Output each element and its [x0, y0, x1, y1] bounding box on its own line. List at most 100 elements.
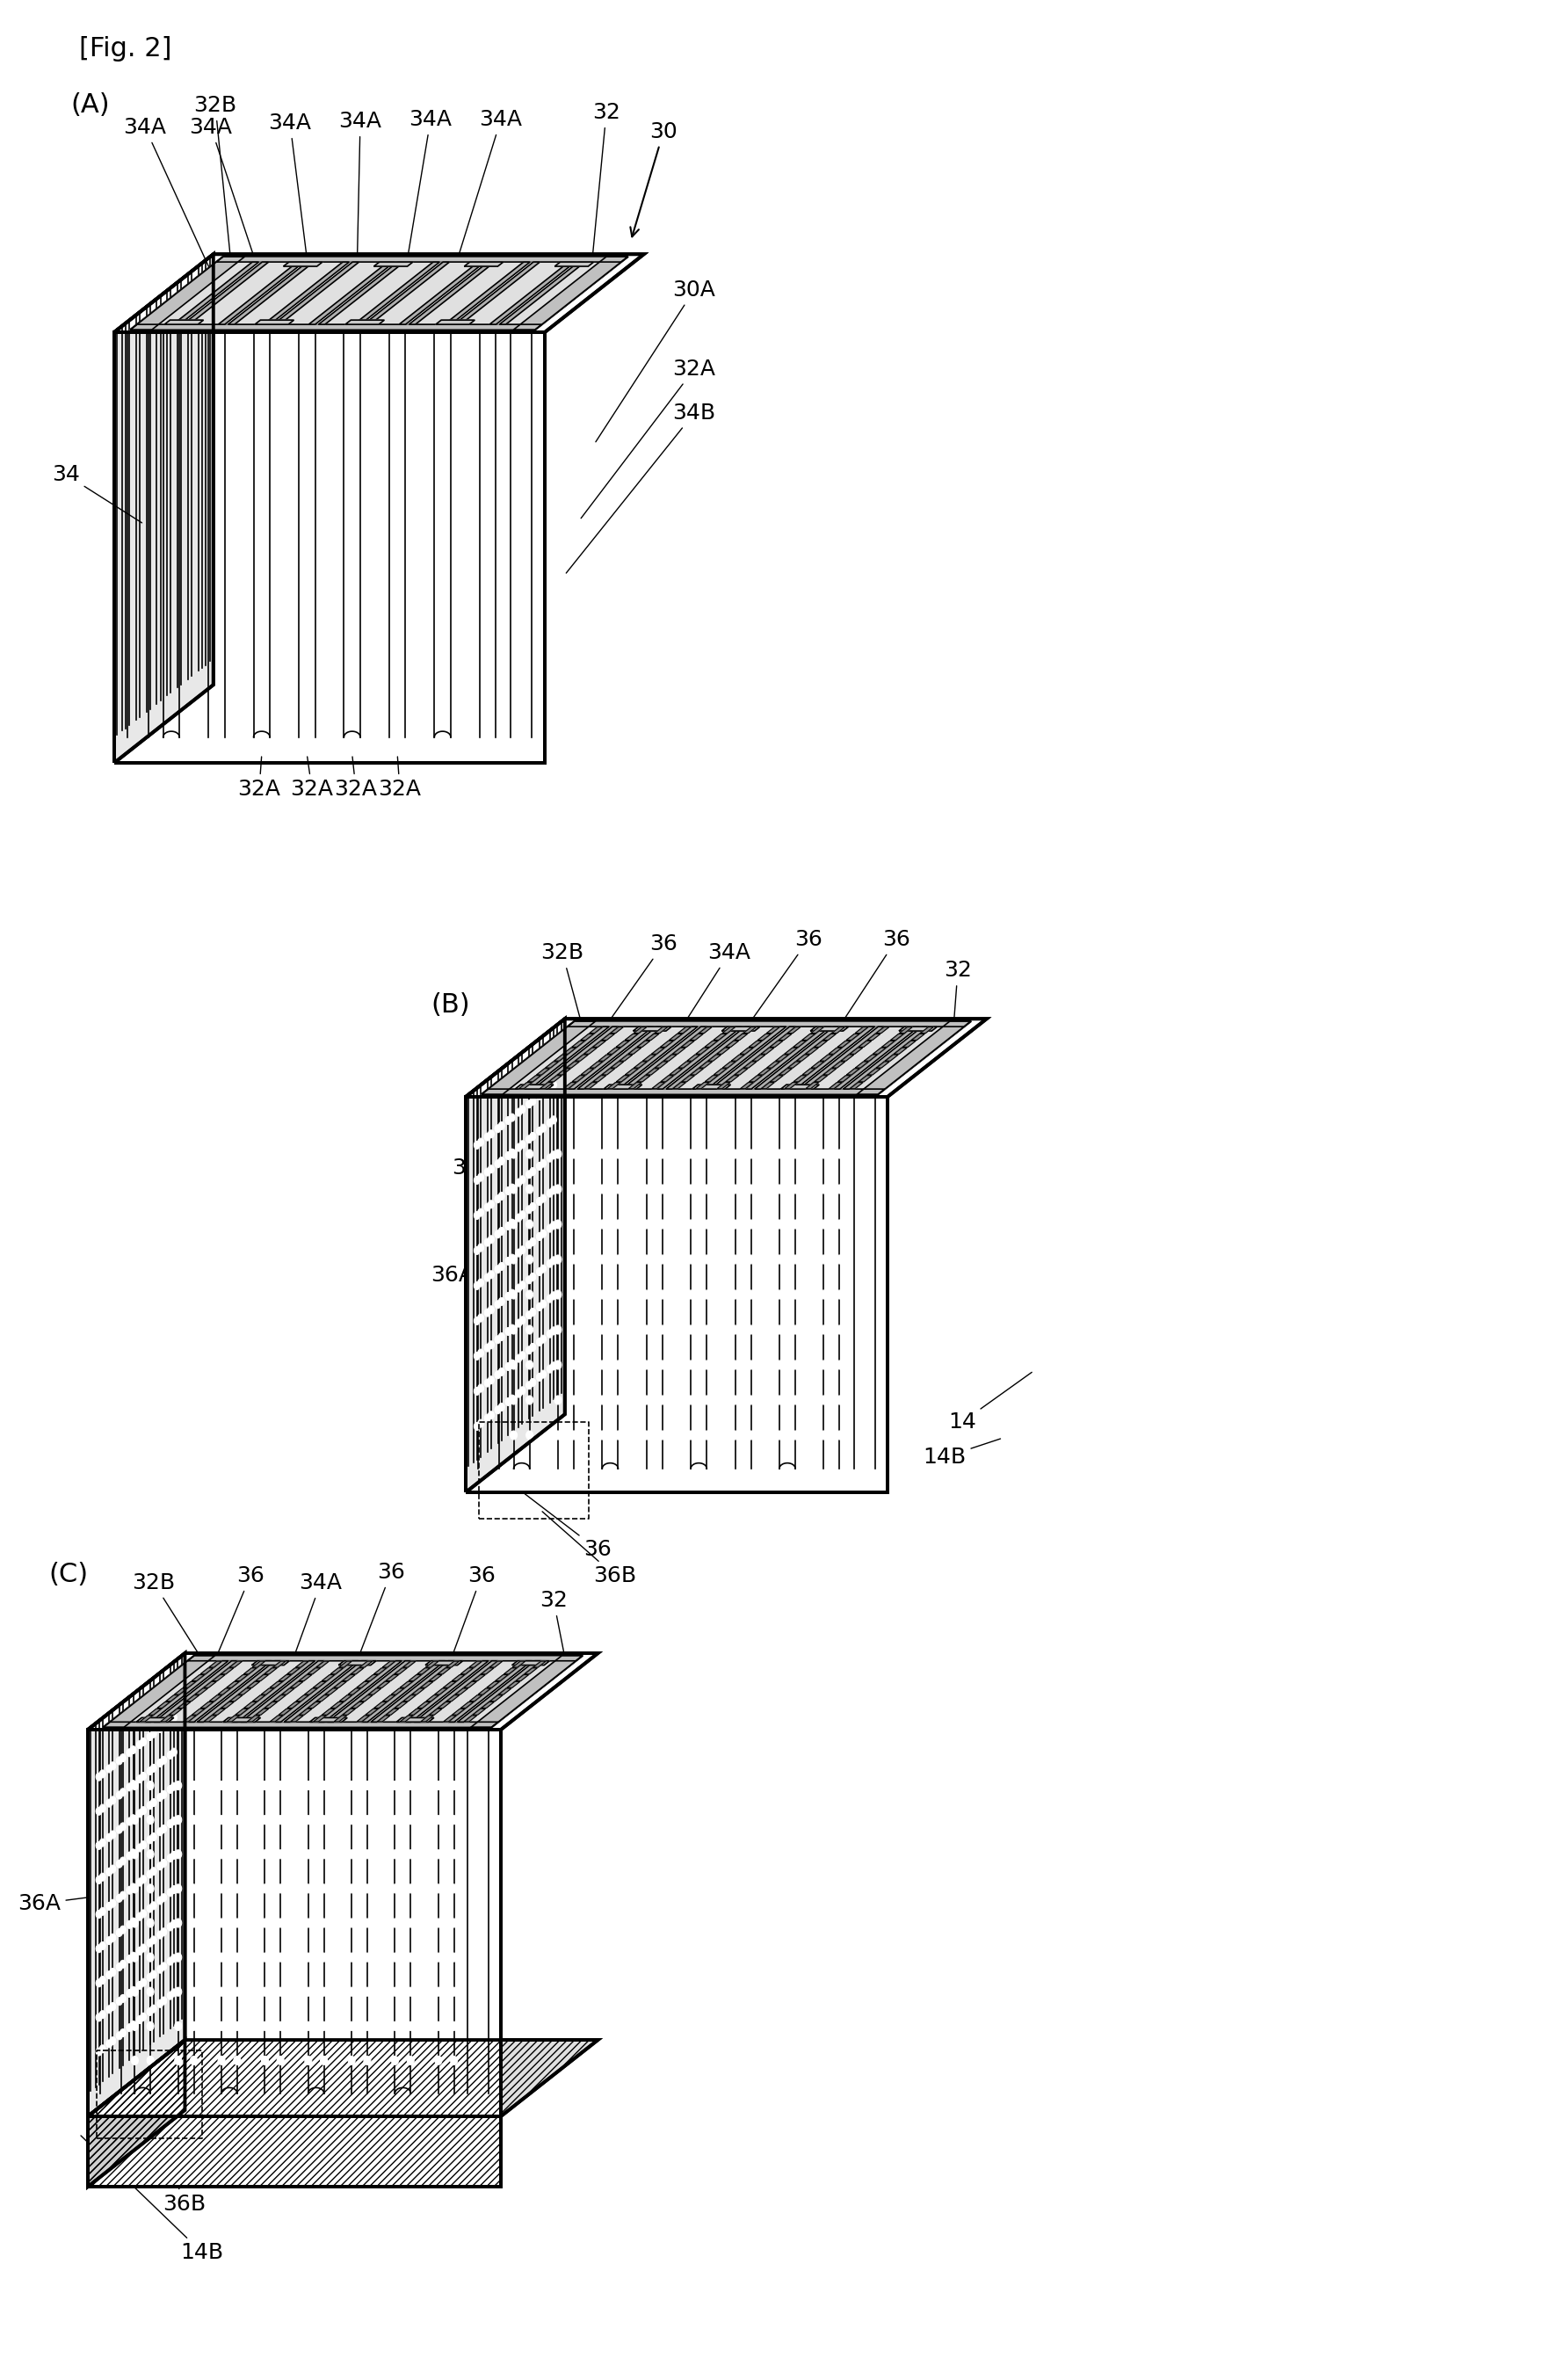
Ellipse shape	[137, 1983, 143, 1990]
Polygon shape	[637, 1076, 650, 1083]
Polygon shape	[218, 262, 304, 324]
Ellipse shape	[530, 1133, 536, 1140]
Ellipse shape	[126, 2023, 132, 2033]
Ellipse shape	[391, 1816, 399, 1823]
Ellipse shape	[474, 1388, 480, 1395]
Ellipse shape	[151, 1868, 157, 1875]
Polygon shape	[868, 1033, 880, 1040]
Polygon shape	[762, 1047, 774, 1054]
Polygon shape	[799, 1026, 885, 1090]
Ellipse shape	[837, 1150, 843, 1159]
Polygon shape	[316, 1661, 329, 1668]
Ellipse shape	[117, 1825, 123, 1833]
Text: 14: 14	[949, 1373, 1031, 1433]
Ellipse shape	[174, 2056, 182, 2066]
Polygon shape	[692, 1085, 731, 1090]
Ellipse shape	[555, 1150, 561, 1159]
Ellipse shape	[485, 1309, 491, 1316]
Polygon shape	[513, 1661, 550, 1666]
Ellipse shape	[407, 2056, 414, 2066]
Polygon shape	[489, 1695, 503, 1702]
Polygon shape	[318, 1661, 402, 1723]
Polygon shape	[726, 1040, 738, 1047]
Ellipse shape	[407, 1918, 414, 1928]
Ellipse shape	[146, 1733, 153, 1740]
Ellipse shape	[598, 1150, 606, 1159]
Polygon shape	[318, 262, 404, 324]
Polygon shape	[575, 1054, 589, 1061]
Polygon shape	[735, 1069, 748, 1076]
Polygon shape	[622, 1026, 707, 1090]
Ellipse shape	[167, 1923, 173, 1930]
Ellipse shape	[550, 1081, 556, 1088]
Ellipse shape	[157, 1999, 164, 2009]
Polygon shape	[555, 262, 594, 267]
Ellipse shape	[190, 1885, 198, 1892]
Text: 32A: 32A	[335, 757, 377, 800]
Polygon shape	[723, 1061, 735, 1069]
Polygon shape	[273, 1695, 285, 1702]
Ellipse shape	[703, 1254, 710, 1264]
Ellipse shape	[126, 1783, 132, 1792]
Ellipse shape	[126, 1990, 132, 1997]
Polygon shape	[911, 1033, 924, 1040]
Ellipse shape	[234, 1816, 240, 1823]
Ellipse shape	[659, 1254, 665, 1264]
Polygon shape	[486, 1683, 500, 1687]
Polygon shape	[832, 1026, 844, 1033]
Polygon shape	[178, 1702, 190, 1709]
Ellipse shape	[748, 1254, 754, 1264]
Ellipse shape	[140, 1806, 146, 1814]
Polygon shape	[195, 1661, 274, 1723]
Ellipse shape	[509, 1150, 516, 1157]
Ellipse shape	[391, 1987, 399, 1997]
Ellipse shape	[687, 1150, 695, 1159]
Ellipse shape	[478, 1209, 485, 1216]
Polygon shape	[444, 1683, 456, 1687]
Polygon shape	[131, 257, 628, 331]
Polygon shape	[270, 1683, 282, 1687]
Ellipse shape	[167, 1821, 173, 1828]
Ellipse shape	[643, 1185, 650, 1192]
Ellipse shape	[262, 1918, 268, 1928]
Ellipse shape	[791, 1185, 799, 1192]
Text: 34: 34	[51, 464, 142, 524]
Ellipse shape	[160, 1997, 167, 2004]
Ellipse shape	[126, 1749, 132, 1756]
Ellipse shape	[97, 1842, 101, 1849]
Polygon shape	[282, 1687, 294, 1695]
Ellipse shape	[598, 1361, 606, 1368]
Polygon shape	[714, 1033, 726, 1040]
Ellipse shape	[131, 1885, 139, 1892]
Polygon shape	[855, 1061, 868, 1069]
Ellipse shape	[509, 1359, 516, 1368]
Ellipse shape	[509, 1430, 517, 1440]
Ellipse shape	[140, 1909, 146, 1918]
Polygon shape	[820, 1054, 834, 1061]
Polygon shape	[802, 1033, 815, 1040]
Ellipse shape	[488, 1340, 494, 1349]
Polygon shape	[179, 262, 262, 324]
Ellipse shape	[126, 1954, 132, 1963]
Ellipse shape	[516, 1109, 522, 1116]
Ellipse shape	[347, 2056, 355, 2066]
Ellipse shape	[363, 1885, 371, 1892]
Polygon shape	[351, 1668, 363, 1673]
Polygon shape	[425, 1661, 438, 1668]
Ellipse shape	[120, 1856, 126, 1866]
Polygon shape	[343, 1709, 355, 1716]
Ellipse shape	[131, 1849, 139, 1859]
Polygon shape	[868, 1069, 880, 1076]
Ellipse shape	[615, 1254, 622, 1264]
Ellipse shape	[687, 1395, 695, 1404]
Text: 34A: 34A	[123, 117, 220, 290]
Polygon shape	[87, 2040, 598, 2116]
Ellipse shape	[262, 2056, 268, 2066]
Polygon shape	[608, 1047, 620, 1054]
Text: 34A: 34A	[447, 109, 522, 290]
Ellipse shape	[598, 1326, 606, 1335]
Polygon shape	[796, 1054, 810, 1061]
Ellipse shape	[106, 2006, 112, 2013]
Polygon shape	[192, 1676, 204, 1680]
Ellipse shape	[131, 1816, 139, 1823]
